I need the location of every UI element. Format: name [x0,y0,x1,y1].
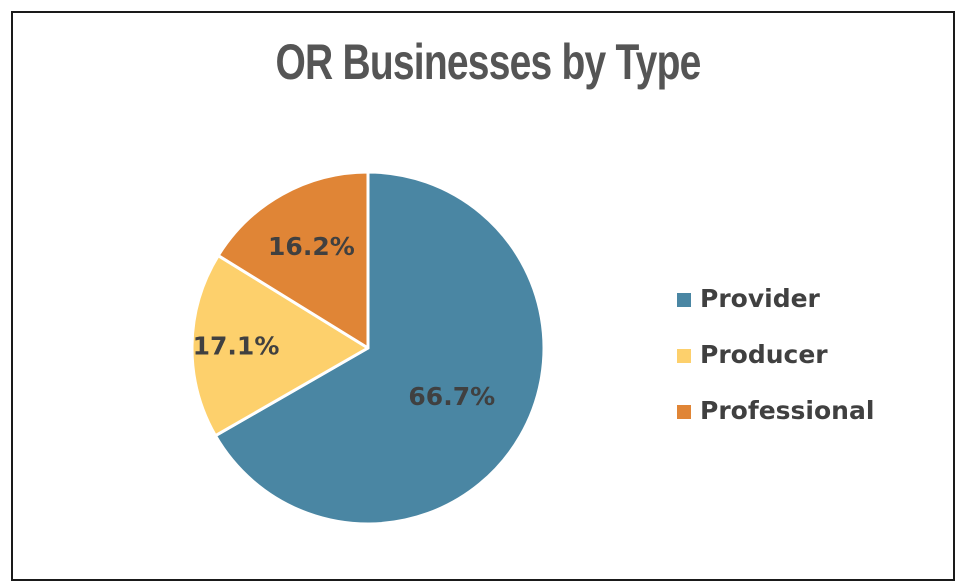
legend-label-producer: Producer [700,339,828,369]
legend-label-professional: Professional [700,395,875,425]
legend: Provider Producer Professional [677,270,874,438]
legend-item-producer: Producer [677,326,874,382]
data-label-provider: 66.7% [408,382,495,411]
legend-item-professional: Professional [677,382,874,438]
legend-swatch-professional [677,405,691,419]
legend-item-provider: Provider [677,270,874,326]
chart-title: OR Businesses by Type [275,34,701,90]
pie-slice-professional [216,170,370,350]
pie-slice-producer [190,254,370,438]
data-label-producer: 17.1% [193,331,280,360]
legend-swatch-producer [677,349,691,363]
data-label-professional: 16.2% [268,232,355,261]
pie-slice-provider [213,170,546,526]
legend-label-provider: Provider [700,283,820,313]
legend-swatch-provider [677,293,691,307]
